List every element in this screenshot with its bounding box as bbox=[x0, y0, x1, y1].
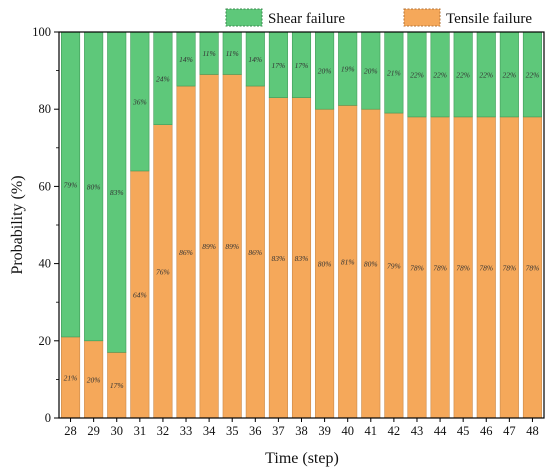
data-label-tensile-33: 86% bbox=[179, 248, 193, 257]
y-tick-label-80: 80 bbox=[39, 102, 52, 116]
data-label-shear-36: 14% bbox=[248, 55, 262, 64]
data-label-shear-32: 24% bbox=[156, 74, 170, 83]
data-label-shear-41: 20% bbox=[364, 67, 378, 76]
x-tick-label-47: 47 bbox=[503, 424, 516, 438]
y-tick-label-40: 40 bbox=[39, 257, 52, 271]
x-tick-label-31: 31 bbox=[134, 424, 147, 438]
x-tick-label-39: 39 bbox=[318, 424, 331, 438]
data-label-tensile-48: 78% bbox=[526, 263, 540, 272]
y-axis-title: Probability (%) bbox=[9, 175, 26, 274]
data-label-tensile-31: 64% bbox=[133, 290, 147, 299]
data-label-tensile-30: 17% bbox=[110, 381, 124, 390]
plot-area: 21% 79% 28 20% 80% 29 17% 83% 30 64% 36% 31 76% 24% 32… bbox=[32, 25, 545, 438]
x-tick-label-37: 37 bbox=[272, 424, 285, 438]
x-tick-label-43: 43 bbox=[411, 424, 424, 438]
data-label-tensile-41: 80% bbox=[364, 260, 378, 269]
x-tick-label-36: 36 bbox=[249, 424, 262, 438]
data-label-tensile-37: 83% bbox=[272, 254, 286, 263]
data-label-shear-48: 22% bbox=[526, 70, 540, 79]
data-label-shear-34: 11% bbox=[203, 49, 216, 58]
data-label-shear-30: 83% bbox=[110, 188, 124, 197]
x-tick-label-38: 38 bbox=[295, 424, 308, 438]
x-tick-label-40: 40 bbox=[341, 424, 354, 438]
y-tick-label-100: 100 bbox=[32, 25, 51, 39]
x-tick-label-33: 33 bbox=[180, 424, 193, 438]
x-tick-label-46: 46 bbox=[480, 424, 493, 438]
legend-swatch-shear bbox=[225, 8, 263, 27]
data-label-shear-29: 80% bbox=[87, 182, 101, 191]
data-label-tensile-36: 86% bbox=[248, 248, 262, 257]
data-label-shear-45: 22% bbox=[456, 70, 470, 79]
data-label-shear-46: 22% bbox=[479, 70, 493, 79]
data-label-tensile-32: 76% bbox=[156, 267, 170, 276]
data-label-tensile-45: 78% bbox=[456, 263, 470, 272]
data-label-shear-28: 79% bbox=[64, 180, 78, 189]
data-label-tensile-44: 78% bbox=[433, 263, 447, 272]
data-label-shear-33: 14% bbox=[179, 55, 193, 64]
x-tick-label-34: 34 bbox=[203, 424, 216, 438]
x-tick-label-48: 48 bbox=[526, 424, 539, 438]
data-label-tensile-47: 78% bbox=[502, 263, 516, 272]
data-label-tensile-42: 79% bbox=[387, 262, 401, 271]
data-label-shear-39: 20% bbox=[318, 67, 332, 76]
data-label-shear-42: 21% bbox=[387, 69, 401, 78]
x-tick-label-29: 29 bbox=[87, 424, 100, 438]
data-label-tensile-38: 83% bbox=[295, 254, 309, 263]
data-label-shear-38: 17% bbox=[295, 61, 309, 70]
x-tick-label-44: 44 bbox=[434, 424, 447, 438]
data-label-shear-35: 11% bbox=[226, 49, 239, 58]
y-tick-label-60: 60 bbox=[39, 179, 52, 193]
data-label-tensile-43: 78% bbox=[410, 263, 424, 272]
y-tick-label-0: 0 bbox=[45, 411, 51, 425]
data-label-shear-37: 17% bbox=[272, 61, 286, 70]
x-tick-label-35: 35 bbox=[226, 424, 239, 438]
x-tick-label-28: 28 bbox=[64, 424, 77, 438]
x-tick-label-32: 32 bbox=[157, 424, 170, 438]
x-tick-label-30: 30 bbox=[110, 424, 123, 438]
data-label-shear-47: 22% bbox=[502, 70, 516, 79]
data-label-tensile-28: 21% bbox=[64, 373, 78, 382]
data-label-tensile-46: 78% bbox=[479, 263, 493, 272]
data-label-tensile-29: 20% bbox=[87, 375, 101, 384]
legend-swatch-tensile bbox=[403, 8, 441, 27]
x-tick-label-42: 42 bbox=[388, 424, 401, 438]
y-tick-label-20: 20 bbox=[39, 334, 52, 348]
data-label-tensile-40: 81% bbox=[341, 258, 355, 267]
data-label-tensile-35: 89% bbox=[225, 242, 239, 251]
legend-label-shear: Shear failure bbox=[268, 11, 345, 27]
data-label-shear-44: 22% bbox=[433, 70, 447, 79]
legend-label-tensile: Tensile failure bbox=[446, 11, 532, 27]
data-label-shear-31: 36% bbox=[132, 97, 147, 106]
legend: Shear failure Tensile failure bbox=[225, 8, 532, 27]
data-label-tensile-39: 80% bbox=[318, 260, 332, 269]
data-label-shear-43: 22% bbox=[410, 70, 424, 79]
data-label-tensile-34: 89% bbox=[202, 242, 216, 251]
x-tick-label-41: 41 bbox=[365, 424, 378, 438]
x-axis-title: Time (step) bbox=[265, 450, 339, 467]
x-tick-label-45: 45 bbox=[457, 424, 470, 438]
data-label-shear-40: 19% bbox=[341, 65, 355, 74]
